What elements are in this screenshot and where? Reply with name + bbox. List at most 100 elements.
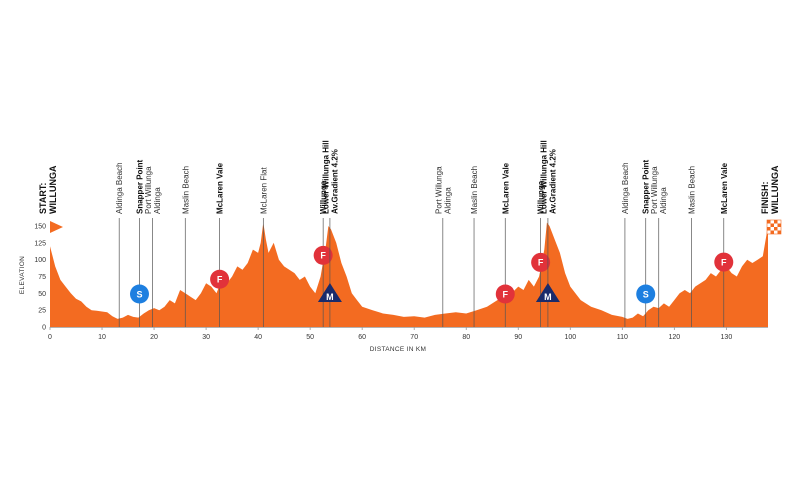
finish-flag-square	[767, 223, 771, 227]
sprint-badge	[129, 284, 149, 304]
marker-label: Aldinga	[659, 187, 668, 214]
sprint-badge-letter: S	[643, 289, 649, 299]
marker-label: Aldinga	[153, 187, 162, 214]
y-tick-label: 0	[42, 325, 46, 332]
route-marker: McLaren Vale F	[210, 162, 230, 327]
y-tick-label: 150	[34, 224, 46, 231]
x-axis-title: DISTANCE IN KM	[370, 346, 426, 353]
x-tick-label: 100	[564, 334, 576, 341]
finish-flag-square	[774, 230, 778, 234]
marker-label: Snapper Point	[642, 159, 651, 214]
route-marker: Snapper Point S	[636, 159, 656, 327]
route-marker: Maslin Beach	[181, 166, 190, 327]
feed-badge-letter: F	[721, 257, 727, 267]
kom-badge	[317, 283, 342, 302]
finish-flag-square	[770, 220, 774, 224]
x-tick-label: 50	[306, 334, 314, 341]
marker-label: McLaren Flat	[259, 167, 268, 214]
x-tick-label: 70	[410, 334, 418, 341]
route-markers: Aldinga Beach Snapper Point S Port Willunga…	[115, 140, 734, 327]
route-marker: Lower Willunga Hill Av.Gradient 4.2% M	[317, 140, 342, 327]
route-marker: Maslin Beach	[688, 166, 697, 327]
sprint-badge	[636, 284, 656, 304]
route-marker: Aldinga Beach	[621, 162, 630, 327]
x-tick-label: 60	[358, 334, 366, 341]
route-marker: Snapper Point S	[129, 159, 149, 327]
y-tick-label: 125	[34, 240, 46, 247]
marker-label: Maslin Beach	[181, 166, 190, 214]
marker-label: Maslin Beach	[470, 166, 479, 214]
x-tick-label: 90	[514, 334, 522, 341]
marker-label: Lower Willunga Hill	[539, 140, 548, 214]
elevation-series-area	[50, 222, 768, 327]
marker-label: Av.Gradient 4.2%	[330, 149, 339, 214]
x-tick-label: 30	[202, 334, 210, 341]
x-tick-label: 20	[150, 334, 158, 341]
feed-badge	[495, 284, 515, 304]
marker-label: Port Willunga	[434, 166, 443, 214]
marker-label: Aldinga	[443, 187, 452, 214]
marker-label: Willunga	[319, 180, 328, 214]
finish-label: FINISH:	[760, 181, 770, 214]
marker-label: Aldinga Beach	[115, 162, 124, 214]
route-marker: Maslin Beach	[470, 166, 479, 327]
marker-label: McLaren Vale	[720, 162, 729, 214]
y-tick-label: 50	[38, 291, 46, 298]
finish-flag-square	[777, 223, 781, 227]
route-marker: Willunga F	[531, 180, 551, 327]
feed-badge	[210, 269, 230, 289]
x-tick-label: 110	[617, 334, 628, 341]
marker-label: Aldinga Beach	[621, 162, 630, 214]
kom-badge-letter: M	[326, 292, 334, 302]
marker-label: Lower Willunga Hill	[321, 140, 330, 214]
y-tick-label: 100	[34, 257, 46, 264]
marker-label: Av.Gradient 4.2%	[548, 149, 557, 214]
marker-label: McLaren Vale	[216, 162, 225, 214]
finish-flag-square	[770, 223, 774, 227]
marker-label: Maslin Beach	[688, 166, 697, 214]
axes: DISTANCE IN KM ELEVATION	[19, 256, 768, 353]
kom-badge-letter: M	[544, 292, 552, 302]
route-marker: McLaren Vale F	[714, 162, 734, 327]
elevation-area	[50, 222, 768, 327]
finish-flag-icon	[766, 219, 782, 235]
start-label: START:	[38, 183, 48, 214]
x-tick-label: 130	[721, 334, 733, 341]
feed-badge	[313, 245, 333, 265]
route-marker: Port Willunga Aldinga	[144, 166, 162, 327]
feed-badge	[714, 252, 734, 272]
route-marker: Willunga F	[313, 180, 333, 327]
feed-badge-letter: F	[503, 289, 509, 299]
finish-label: WILLUNGA	[770, 165, 780, 214]
x-tick-label: 0	[48, 334, 52, 341]
x-ticks: 0 10 20 30 40 50 60 70 80 90 100 110 120 130	[48, 327, 732, 341]
route-marker: Port Willunga Aldinga	[434, 166, 452, 327]
y-ticks: 0 25 50 75 100 125 150	[34, 224, 46, 332]
x-tick-label: 40	[254, 334, 262, 341]
marker-label: McLaren Vale	[501, 162, 510, 214]
marker-label: Snapper Point	[135, 159, 144, 214]
start-flag-icon	[50, 221, 63, 233]
finish-flag-square	[774, 227, 778, 231]
x-tick-label: 80	[462, 334, 470, 341]
route-marker: Lower Willunga Hill Av.Gradient 4.2% M	[535, 140, 560, 327]
feed-badge-letter: F	[538, 258, 544, 268]
finish-flag-square	[770, 230, 774, 234]
route-marker: McLaren Vale F	[495, 162, 515, 327]
marker-label: Port Willunga	[144, 166, 153, 214]
start-label: WILLUNGA	[48, 165, 58, 214]
finish-flag-square	[777, 220, 781, 224]
kom-badge	[535, 283, 560, 302]
y-tick-label: 25	[38, 308, 46, 315]
finish-flag-square	[774, 220, 778, 224]
finish-flag-square	[777, 227, 781, 231]
finish-flag-square	[774, 223, 778, 227]
y-axis-title: ELEVATION	[19, 256, 26, 294]
route-marker: Aldinga Beach	[115, 162, 124, 327]
feed-badge-letter: F	[320, 251, 326, 261]
route-marker: McLaren Flat	[259, 167, 268, 327]
finish-flag-square	[777, 230, 781, 234]
finish-flag-square	[767, 220, 771, 224]
start-finish-flags: START: WILLUNGA FINISH: WILLUNGA	[38, 165, 782, 235]
